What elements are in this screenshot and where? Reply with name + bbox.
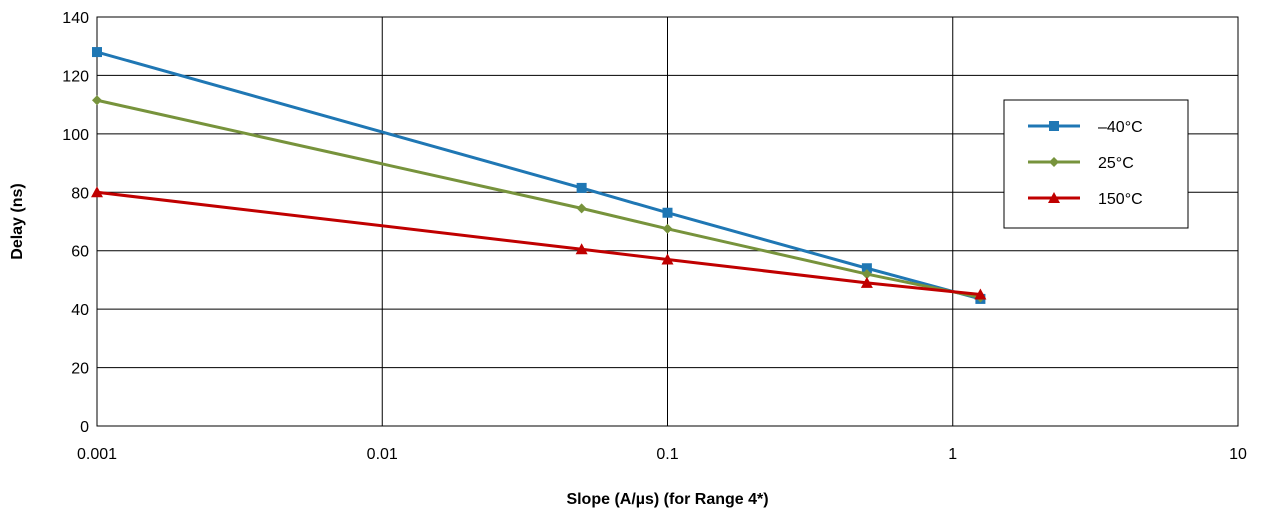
y-tick-label: 20	[71, 361, 89, 378]
data-point	[576, 182, 587, 193]
x-axis-title: Slope (A/µs) (for Range 4*)	[566, 491, 768, 508]
legend-box	[1003, 99, 1189, 229]
legend-item: –40°C	[1028, 119, 1143, 136]
plot-frame	[96, 16, 1239, 427]
legend-marker	[1049, 157, 1059, 167]
legend-label: 150°C	[1098, 191, 1143, 208]
data-point	[662, 207, 673, 218]
series-2	[91, 186, 987, 300]
series-line	[96, 50, 981, 301]
y-tick-label: 0	[80, 419, 89, 436]
legend-item: 25°C	[1028, 155, 1134, 172]
data-point	[861, 269, 872, 280]
legend: –40°C 25°C 150°C	[1003, 99, 1189, 229]
data-point	[91, 186, 103, 198]
y-tick-label: 60	[71, 244, 89, 261]
data-point	[661, 253, 674, 265]
y-axis-title: Delay (ns)	[9, 183, 26, 259]
y-tick-label: 100	[62, 127, 89, 144]
series-layer	[91, 47, 987, 304]
data-point	[860, 276, 873, 288]
x-tick-label: 0.001	[77, 446, 117, 463]
legend-label: 25°C	[1098, 155, 1134, 172]
legend-marker	[1048, 192, 1060, 203]
y-tick-label: 40	[71, 302, 89, 319]
data-point	[662, 223, 673, 234]
series-1	[92, 95, 986, 303]
legend-label: –40°C	[1098, 119, 1143, 136]
x-tick-label: 0.1	[656, 446, 678, 463]
series-line	[96, 190, 981, 297]
y-tick-label: 120	[62, 68, 89, 85]
x-tick-label: 1	[948, 446, 957, 463]
y-tick-label: 140	[62, 10, 89, 27]
legend-marker	[1049, 121, 1059, 131]
data-point	[861, 263, 872, 274]
x-tick-label: 10	[1229, 446, 1247, 463]
x-tick-label: 0.01	[367, 446, 398, 463]
data-point	[576, 203, 587, 214]
legend-item: 150°C	[1028, 191, 1143, 208]
data-point	[92, 47, 102, 58]
data-point	[575, 243, 588, 255]
series-line	[96, 98, 981, 299]
data-point	[92, 95, 102, 106]
y-tick-label: 80	[71, 185, 89, 202]
series-0	[92, 47, 986, 304]
data-point	[974, 288, 987, 300]
